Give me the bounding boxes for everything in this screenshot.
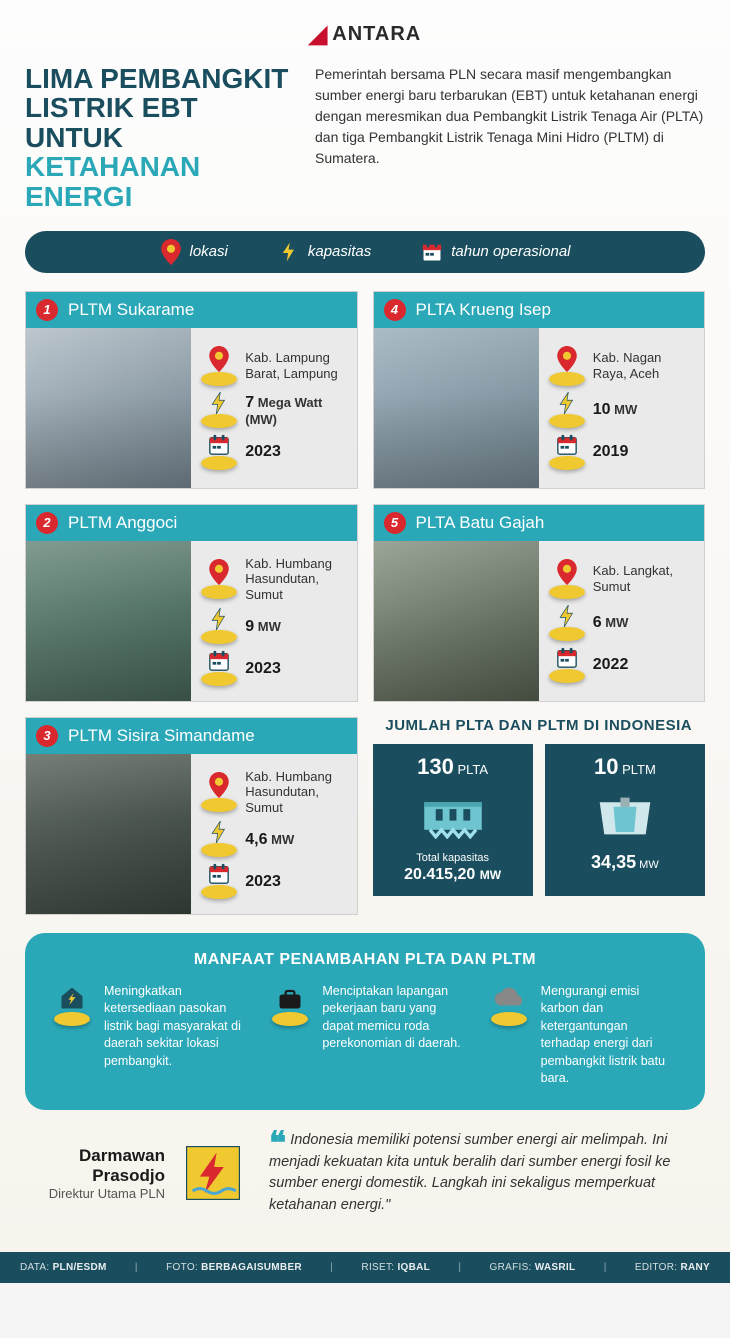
plant-photo bbox=[374, 328, 539, 488]
benefit-text: Menciptakan lapangan pekerjaan baru yang… bbox=[322, 983, 461, 1053]
plant-capacity: 4,6 MW bbox=[245, 830, 294, 849]
plant-year: 2023 bbox=[245, 872, 281, 891]
plant-card: 4 PLTA Krueng Isep Kab. Nagan Raya, Aceh… bbox=[373, 291, 706, 489]
plant-card-head: 5 PLTA Batu Gajah bbox=[374, 505, 705, 541]
plant-number: 4 bbox=[384, 299, 406, 321]
plant-photo bbox=[26, 541, 191, 701]
plant-photo bbox=[26, 754, 191, 914]
legend-capacity-label: kapasitas bbox=[308, 243, 371, 260]
calendar-icon bbox=[201, 650, 237, 686]
legend-location-label: lokasi bbox=[190, 243, 228, 260]
plant-capacity: 9 MW bbox=[245, 617, 281, 636]
house-icon bbox=[50, 983, 94, 1027]
plant-number: 1 bbox=[36, 299, 58, 321]
plant-card-head: 4 PLTA Krueng Isep bbox=[374, 292, 705, 328]
intro-text: Pemerintah bersama PLN secara masif meng… bbox=[315, 64, 705, 211]
bolt-icon bbox=[278, 241, 300, 263]
bolt-icon bbox=[549, 392, 585, 428]
calendar-icon bbox=[421, 241, 443, 263]
plant-name: PLTM Sisira Simandame bbox=[68, 726, 255, 746]
plant-name: PLTA Batu Gajah bbox=[416, 513, 545, 533]
benefits-heading: MANFAAT PENAMBAHAN PLTA DAN PLTM bbox=[50, 951, 680, 969]
plant-name: PLTM Anggoci bbox=[68, 513, 177, 533]
plant-year: 2022 bbox=[593, 655, 629, 674]
plant-year: 2023 bbox=[245, 659, 281, 678]
pin-icon bbox=[160, 241, 182, 263]
legend-capacity: kapasitas bbox=[278, 241, 371, 263]
dam-icon bbox=[385, 786, 521, 846]
cloud-icon bbox=[487, 983, 531, 1027]
benefit-item: Mengurangi emisi karbon dan ketergantung… bbox=[487, 983, 680, 1088]
plant-year: 2019 bbox=[593, 442, 629, 461]
pln-logo-icon bbox=[183, 1143, 243, 1203]
logo-text: ANTARA bbox=[332, 23, 421, 46]
logo: ◢ANTARA bbox=[25, 20, 705, 49]
plant-location: Kab. Lampung Barat, Lampung bbox=[245, 350, 346, 381]
plant-year: 2023 bbox=[245, 442, 281, 461]
bag-icon bbox=[268, 983, 312, 1027]
pin-icon bbox=[549, 346, 585, 386]
plant-card: 1 PLTM Sukarame Kab. Lampung Barat, Lamp… bbox=[25, 291, 358, 489]
legend-bar: lokasi kapasitas tahun operasional bbox=[25, 231, 705, 273]
header: LIMA PEMBANGKIT LISTRIK EBT UNTUK KETAHA… bbox=[25, 64, 705, 211]
plants-grid: 1 PLTM Sukarame Kab. Lampung Barat, Lamp… bbox=[25, 291, 705, 915]
calendar-icon bbox=[201, 434, 237, 470]
total-pltm: 10 PLTM 34,35 MW bbox=[545, 744, 705, 896]
plant-capacity: 10 MW bbox=[593, 400, 638, 419]
totals-heading: JUMLAH PLTA DAN PLTM DI INDONESIA bbox=[373, 717, 706, 734]
legend-location: lokasi bbox=[160, 241, 228, 263]
plant-photo bbox=[26, 328, 191, 488]
bolt-icon bbox=[201, 608, 237, 644]
quote-section: Darmawan Prasodjo Direktur Utama PLN ❝In… bbox=[25, 1130, 705, 1217]
footer-credits: DATA: PLN/ESDM| FOTO: BERBAGAISUMBER| RI… bbox=[0, 1252, 730, 1283]
plant-number: 3 bbox=[36, 725, 58, 747]
dam-icon bbox=[557, 786, 693, 846]
bolt-icon bbox=[549, 605, 585, 641]
plant-card-head: 3 PLTM Sisira Simandame bbox=[26, 718, 357, 754]
benefit-item: Meningkatkan ketersediaan pasokan listri… bbox=[50, 983, 243, 1088]
plant-card-head: 2 PLTM Anggoci bbox=[26, 505, 357, 541]
benefit-item: Menciptakan lapangan pekerjaan baru yang… bbox=[268, 983, 461, 1088]
calendar-icon bbox=[201, 863, 237, 899]
plant-card: 5 PLTA Batu Gajah Kab. Langkat, Sumut 6 … bbox=[373, 504, 706, 702]
plant-location: Kab. Humbang Hasundutan, Sumut bbox=[245, 556, 346, 603]
pin-icon bbox=[549, 559, 585, 599]
bolt-icon bbox=[201, 821, 237, 857]
plant-card: 2 PLTM Anggoci Kab. Humbang Hasundutan, … bbox=[25, 504, 358, 702]
calendar-icon bbox=[549, 647, 585, 683]
benefit-text: Mengurangi emisi karbon dan ketergantung… bbox=[541, 983, 680, 1088]
person-title: Direktur Utama PLN bbox=[25, 1186, 165, 1202]
logo-mark-icon: ◢ bbox=[309, 20, 328, 49]
person-name: Darmawan Prasodjo bbox=[25, 1146, 165, 1186]
quote-body: Indonesia memiliki potensi sumber energi… bbox=[269, 1132, 670, 1213]
legend-year-label: tahun operasional bbox=[451, 243, 570, 260]
plant-capacity: 7 Mega Watt (MW) bbox=[245, 393, 346, 428]
plant-photo bbox=[374, 541, 539, 701]
benefit-text: Meningkatkan ketersediaan pasokan listri… bbox=[104, 983, 243, 1071]
plant-location: Kab. Nagan Raya, Aceh bbox=[593, 350, 694, 381]
plant-capacity: 6 MW bbox=[593, 613, 629, 632]
plant-card-head: 1 PLTM Sukarame bbox=[26, 292, 357, 328]
plant-name: PLTM Sukarame bbox=[68, 300, 194, 320]
total-plta: 130 PLTA Total kapasitas20.415,20 MW bbox=[373, 744, 533, 896]
plant-number: 2 bbox=[36, 512, 58, 534]
legend-year: tahun operasional bbox=[421, 241, 570, 263]
totals-block: JUMLAH PLTA DAN PLTM DI INDONESIA 130 PL… bbox=[373, 717, 706, 915]
plant-location: Kab. Humbang Hasundutan, Sumut bbox=[245, 769, 346, 816]
pin-icon bbox=[201, 346, 237, 386]
page-title: LIMA PEMBANGKIT LISTRIK EBT UNTUK KETAHA… bbox=[25, 64, 295, 211]
pin-icon bbox=[201, 559, 237, 599]
pin-icon bbox=[201, 772, 237, 812]
plant-name: PLTA Krueng Isep bbox=[416, 300, 551, 320]
bolt-icon bbox=[201, 392, 237, 428]
benefits-panel: MANFAAT PENAMBAHAN PLTA DAN PLTM Meningk… bbox=[25, 933, 705, 1110]
plant-number: 5 bbox=[384, 512, 406, 534]
plant-card: 3 PLTM Sisira Simandame Kab. Humbang Has… bbox=[25, 717, 358, 915]
quote-text: ❝Indonesia memiliki potensi sumber energ… bbox=[261, 1130, 705, 1217]
plant-location: Kab. Langkat, Sumut bbox=[593, 563, 694, 594]
calendar-icon bbox=[549, 434, 585, 470]
